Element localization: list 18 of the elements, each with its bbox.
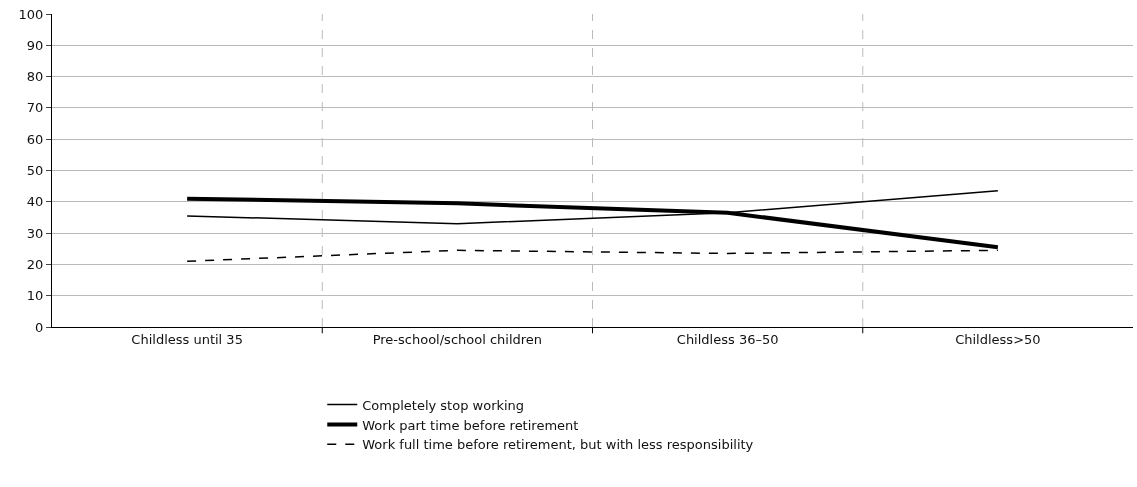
- y-tick-label: 40: [26, 194, 44, 210]
- legend-label: Work full time before retirement, but with less responsibility: [362, 437, 754, 453]
- y-tick-label: 100: [18, 6, 44, 22]
- legend-label: Completely stop working: [362, 397, 525, 413]
- y-tick-label: 10: [26, 288, 44, 304]
- y-tick-label: 20: [26, 256, 44, 272]
- y-tick-label: 50: [26, 163, 44, 179]
- x-tick-label: Pre-school/school children: [372, 331, 543, 347]
- y-tick-label: 30: [26, 225, 44, 241]
- legend-label: Work part time before retirement: [362, 417, 579, 433]
- y-tick-label: 60: [26, 131, 44, 147]
- x-tick-label: Childless 36–50: [676, 331, 779, 347]
- y-tick-label: 0: [35, 319, 44, 335]
- y-tick-label: 70: [26, 100, 44, 116]
- x-tick-label: Childless until 35: [131, 331, 243, 347]
- x-tick-label: Childless>50: [955, 331, 1041, 347]
- y-tick-label: 90: [26, 37, 44, 53]
- y-tick-label: 80: [26, 69, 44, 85]
